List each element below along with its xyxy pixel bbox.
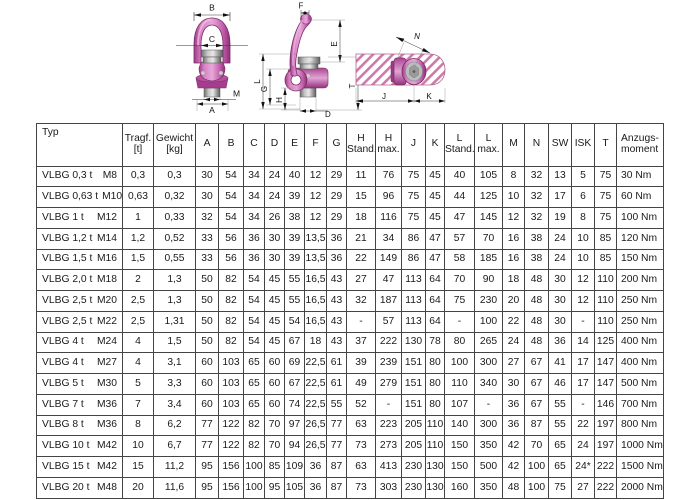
svg-text:A: A	[209, 105, 215, 115]
svg-text:K: K	[426, 92, 432, 101]
svg-text:D: D	[325, 110, 331, 119]
svg-text:F: F	[299, 2, 304, 11]
svg-text:L: L	[253, 79, 262, 84]
svg-text:H: H	[275, 97, 284, 103]
svg-text:M: M	[233, 89, 240, 99]
svg-text:C: C	[209, 34, 215, 44]
svg-text:G: G	[260, 86, 269, 92]
svg-text:N: N	[414, 32, 420, 41]
svg-text:E: E	[330, 41, 339, 46]
svg-text:B: B	[209, 3, 215, 13]
svg-text:J: J	[382, 92, 386, 101]
